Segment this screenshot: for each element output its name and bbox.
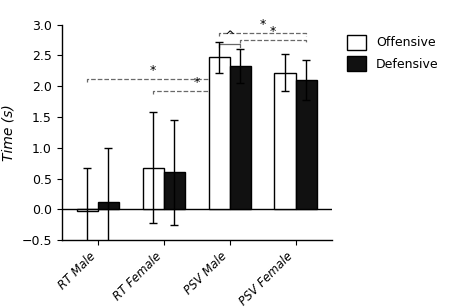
Bar (98, 202, 119, 209)
Bar (143, 168, 164, 209)
Text: *: * (193, 76, 200, 89)
Bar (77, 209, 98, 211)
Bar (164, 172, 185, 209)
Bar (274, 73, 296, 209)
Legend: Offensive, Defensive: Offensive, Defensive (344, 31, 442, 75)
Text: *: * (150, 64, 156, 77)
Text: *: * (270, 25, 276, 38)
Bar (296, 80, 317, 209)
Bar (209, 57, 230, 209)
Text: ^: ^ (224, 30, 235, 43)
Text: *: * (259, 18, 266, 31)
Bar (230, 66, 251, 209)
Y-axis label: Time (s): Time (s) (2, 104, 16, 161)
